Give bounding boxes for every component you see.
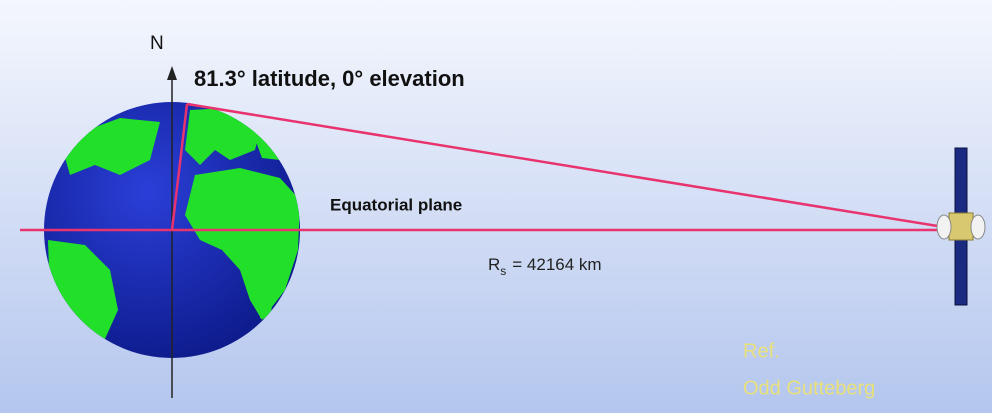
plane-label: Equatorial plane [330, 195, 462, 214]
north-label: N [150, 33, 164, 54]
reference-line2: Odd Gutteberg [743, 377, 875, 399]
radius-value: = 42164 km [512, 255, 601, 274]
radius-symbol: R [488, 255, 500, 274]
geometry-lines [20, 102, 951, 232]
radius-subscript: s [500, 264, 506, 278]
reference-line1: Ref. [743, 340, 780, 362]
radius-label: Rs = 42164 km [488, 255, 602, 278]
elevation-label: 81.3° latitude, 0° elevation [194, 66, 465, 91]
north-axis [167, 66, 177, 398]
satellite [936, 147, 986, 306]
